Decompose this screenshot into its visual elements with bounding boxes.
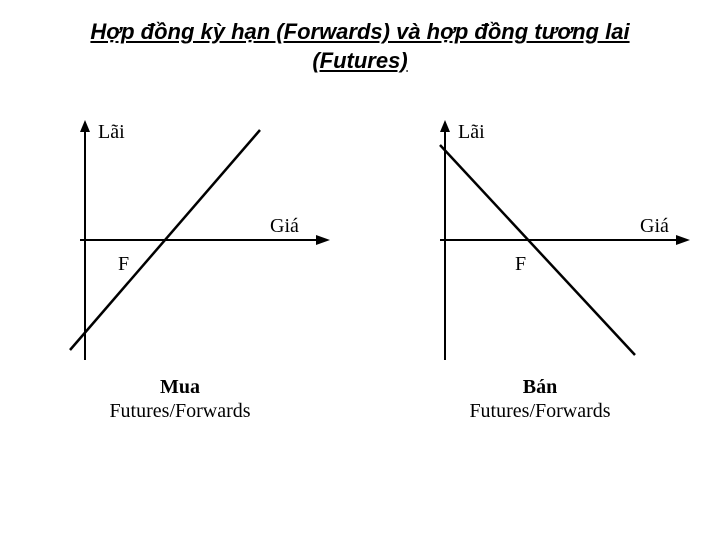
caption-buy-line1: Mua [160,376,200,398]
page-title: Hợp đồng kỳ hạn (Forwards) và hợp đồng t… [0,18,720,75]
x-axis-label: Giá [270,215,299,237]
chart-buy-svg: Lãi Giá F [30,120,330,370]
caption-sell-line2: Futures/Forwards [469,400,610,422]
chart-sell-svg: Lãi Giá F [390,120,690,370]
intercept-label: F [118,253,129,275]
title-line-1: Hợp đồng kỳ hạn (Forwards) và hợp đồng t… [90,19,629,44]
y-axis-label: Lãi [98,121,125,143]
chart-buy: Lãi Giá F Mua Futures/Forwards [30,120,330,420]
x-axis-label: Giá [640,215,669,237]
intercept-label: F [515,253,526,275]
chart-sell: Lãi Giá F Bán Futures/Forwards [390,120,690,420]
caption-sell-line1: Bán [523,376,557,398]
title-line-2: (Futures) [312,48,407,73]
chart-sell-caption: Bán Futures/Forwards [390,375,690,423]
chart-buy-caption: Mua Futures/Forwards [30,375,330,423]
y-axis-label: Lãi [458,121,485,143]
charts-row: Lãi Giá F Mua Futures/Forwards Lãi Giá F Bán… [0,120,720,420]
caption-buy-line2: Futures/Forwards [109,400,250,422]
